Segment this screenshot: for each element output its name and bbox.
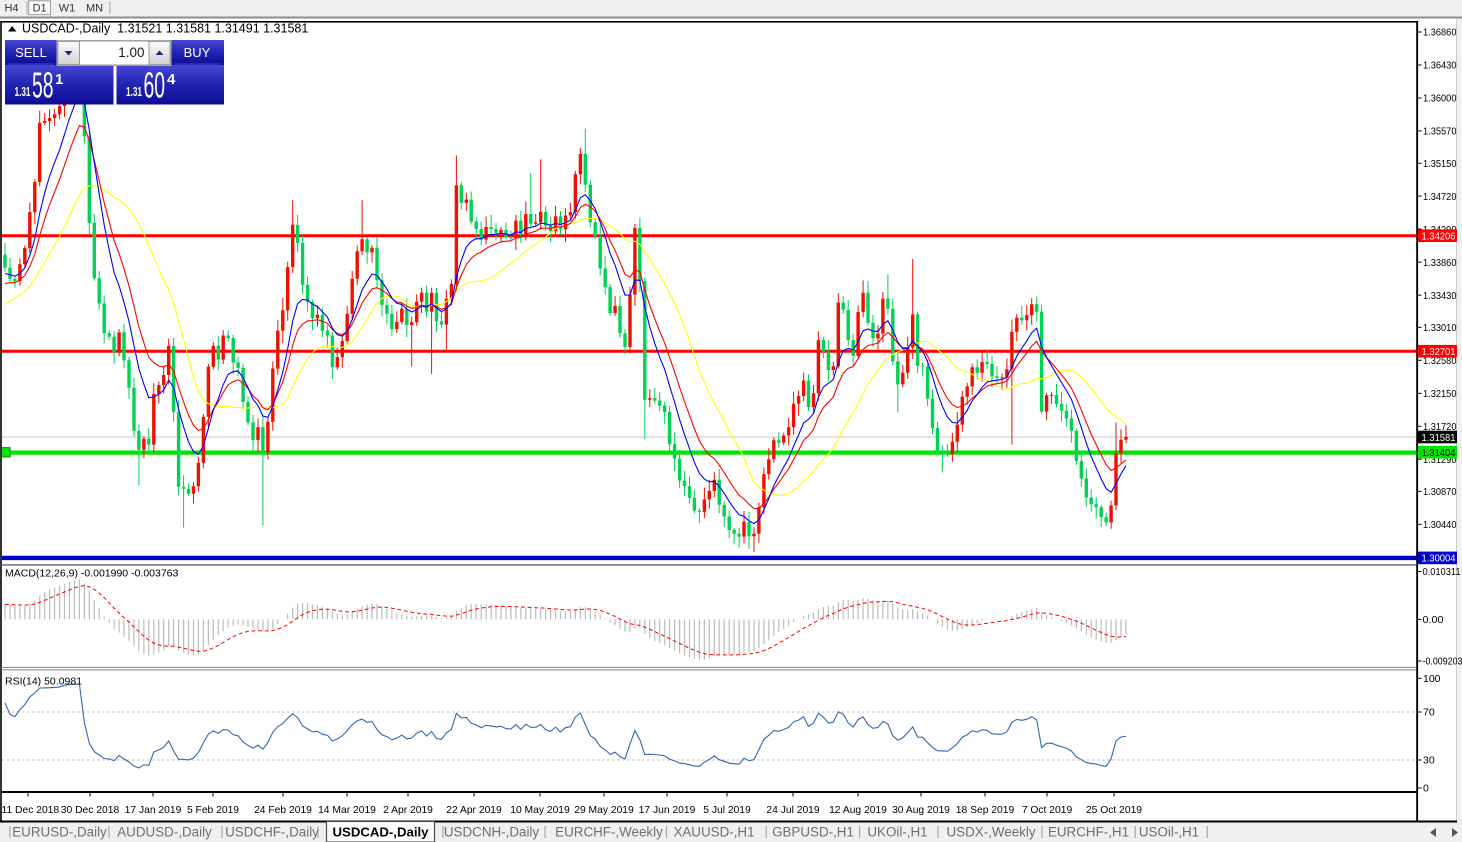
- svg-text:SELL: SELL: [15, 45, 47, 60]
- svg-text:USDX-,Weekly: USDX-,Weekly: [946, 825, 1035, 840]
- svg-text:1.36000: 1.36000: [1423, 93, 1457, 105]
- svg-text:1.33860: 1.33860: [1423, 257, 1457, 269]
- svg-text:1.34720: 1.34720: [1423, 191, 1457, 203]
- svg-text:24 Feb 2019: 24 Feb 2019: [254, 805, 312, 816]
- svg-text:30: 30: [1423, 755, 1435, 767]
- svg-text:5 Feb 2019: 5 Feb 2019: [187, 805, 239, 816]
- svg-text:2 Apr 2019: 2 Apr 2019: [383, 805, 433, 816]
- svg-text:1.35150: 1.35150: [1423, 158, 1457, 170]
- svg-text:60: 60: [144, 65, 166, 106]
- svg-text:XAUUSD-,H1: XAUUSD-,H1: [673, 825, 754, 840]
- svg-text:UKOil-,H1: UKOil-,H1: [867, 825, 927, 840]
- svg-text:EURCHF-,Weekly: EURCHF-,Weekly: [555, 825, 663, 840]
- svg-text:70: 70: [1423, 707, 1435, 719]
- svg-text:1.35570: 1.35570: [1423, 126, 1457, 138]
- svg-text:12 Aug 2019: 12 Aug 2019: [829, 805, 887, 816]
- svg-text:30 Dec 2018: 30 Dec 2018: [61, 805, 120, 816]
- svg-text:30 Aug 2019: 30 Aug 2019: [892, 805, 950, 816]
- svg-text:1.30870: 1.30870: [1423, 486, 1457, 498]
- svg-text:10 May 2019: 10 May 2019: [510, 805, 570, 816]
- svg-text:D1: D1: [33, 3, 47, 15]
- svg-text:1.33010: 1.33010: [1423, 322, 1457, 334]
- svg-text:H4: H4: [4, 3, 18, 15]
- svg-text:1.31: 1.31: [126, 84, 142, 99]
- svg-text:MACD(12,26,9) -0.001990 -0.003: MACD(12,26,9) -0.001990 -0.003763: [5, 568, 179, 580]
- svg-text:0: 0: [1423, 783, 1429, 795]
- svg-text:11 Dec 2018: 11 Dec 2018: [2, 805, 60, 816]
- svg-text:0.00: 0.00: [1423, 614, 1444, 626]
- svg-text:1.31: 1.31: [15, 84, 31, 99]
- svg-text:USDCNH-,Daily: USDCNH-,Daily: [444, 825, 540, 840]
- svg-text:1.36430: 1.36430: [1423, 60, 1457, 72]
- svg-text:-0.009203: -0.009203: [1423, 656, 1462, 668]
- svg-text:1: 1: [55, 71, 63, 88]
- svg-text:1.32150: 1.32150: [1423, 388, 1457, 400]
- svg-text:18 Sep 2019: 18 Sep 2019: [956, 805, 1015, 816]
- svg-text:EURCHF-,H1: EURCHF-,H1: [1048, 825, 1129, 840]
- svg-text:1.31404: 1.31404: [1422, 447, 1456, 459]
- svg-text:1.00: 1.00: [118, 45, 144, 60]
- svg-text:0.010311: 0.010311: [1423, 566, 1461, 578]
- svg-text:1.32580: 1.32580: [1423, 355, 1457, 367]
- svg-text:17 Jun 2019: 17 Jun 2019: [639, 805, 696, 816]
- svg-text:22 Apr 2019: 22 Apr 2019: [446, 805, 502, 816]
- svg-text:GBPUSD-,H1: GBPUSD-,H1: [772, 825, 854, 840]
- svg-text:29 May 2019: 29 May 2019: [574, 805, 634, 816]
- svg-text:1.33430: 1.33430: [1423, 290, 1457, 302]
- svg-text:1.30440: 1.30440: [1423, 519, 1457, 531]
- svg-text:USDCAD-,Daily 1.31521 1.31581: USDCAD-,Daily 1.31521 1.31581 1.31491 1.…: [22, 21, 308, 35]
- svg-text:1.34206: 1.34206: [1422, 231, 1456, 243]
- svg-text:58: 58: [32, 65, 54, 106]
- svg-text:EURUSD-,Daily: EURUSD-,Daily: [12, 825, 107, 840]
- svg-text:1.30004: 1.30004: [1422, 553, 1456, 565]
- svg-text:100: 100: [1423, 673, 1441, 685]
- svg-text:BUY: BUY: [184, 45, 211, 60]
- svg-text:24 Jul 2019: 24 Jul 2019: [766, 805, 820, 816]
- svg-text:USOil-,H1: USOil-,H1: [1139, 825, 1199, 840]
- svg-text:USDCHF-,Daily: USDCHF-,Daily: [225, 825, 319, 840]
- svg-text:4: 4: [167, 71, 176, 88]
- svg-text:25 Oct 2019: 25 Oct 2019: [1086, 805, 1142, 816]
- svg-text:1.36860: 1.36860: [1423, 27, 1457, 39]
- svg-text:14 Mar 2019: 14 Mar 2019: [318, 805, 376, 816]
- svg-text:USDCAD-,Daily: USDCAD-,Daily: [333, 825, 430, 840]
- svg-text:RSI(14) 50.0981: RSI(14) 50.0981: [5, 676, 82, 688]
- svg-text:AUDUSD-,Daily: AUDUSD-,Daily: [117, 825, 212, 840]
- svg-text:7 Oct 2019: 7 Oct 2019: [1022, 805, 1073, 816]
- svg-text:17 Jan 2019: 17 Jan 2019: [125, 805, 182, 816]
- svg-text:1.32701: 1.32701: [1422, 346, 1456, 358]
- svg-text:MN: MN: [86, 3, 103, 15]
- svg-text:W1: W1: [59, 3, 76, 15]
- svg-text:5 Jul 2019: 5 Jul 2019: [703, 805, 751, 816]
- svg-text:1.31720: 1.31720: [1423, 421, 1457, 433]
- svg-text:1.31581: 1.31581: [1422, 432, 1456, 444]
